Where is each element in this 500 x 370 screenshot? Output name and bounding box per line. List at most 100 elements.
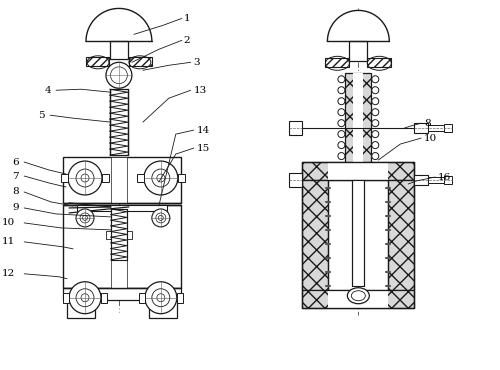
Circle shape <box>338 152 345 159</box>
Bar <box>302 180 328 290</box>
Circle shape <box>152 169 170 187</box>
Ellipse shape <box>352 291 366 301</box>
Circle shape <box>157 294 165 302</box>
Circle shape <box>372 120 379 127</box>
Circle shape <box>338 76 345 83</box>
Bar <box>129 57 152 66</box>
Bar <box>137 174 144 182</box>
Bar <box>177 293 183 303</box>
Text: 15: 15 <box>196 144 210 152</box>
Circle shape <box>372 98 379 105</box>
Polygon shape <box>328 10 390 41</box>
Bar <box>106 231 111 239</box>
Circle shape <box>106 62 132 88</box>
Bar <box>63 157 181 203</box>
Circle shape <box>372 76 379 83</box>
Text: 4: 4 <box>44 86 51 95</box>
Circle shape <box>156 213 166 223</box>
Bar <box>288 121 302 135</box>
Bar <box>368 58 392 67</box>
Text: 11: 11 <box>2 238 15 246</box>
Circle shape <box>68 161 102 195</box>
Text: 1: 1 <box>184 14 190 23</box>
Bar <box>139 293 145 303</box>
Bar <box>352 180 364 286</box>
Bar <box>350 41 368 61</box>
Bar <box>346 73 372 162</box>
Bar <box>354 73 364 162</box>
Bar <box>288 173 302 187</box>
Circle shape <box>338 120 345 127</box>
Text: 8: 8 <box>12 188 19 196</box>
Text: 6: 6 <box>12 158 19 166</box>
Circle shape <box>338 98 345 105</box>
Bar <box>102 174 109 182</box>
Circle shape <box>372 131 379 138</box>
Text: 8: 8 <box>424 119 431 128</box>
Bar <box>444 176 452 184</box>
Text: 3: 3 <box>193 58 200 67</box>
Bar <box>302 290 414 308</box>
Circle shape <box>80 213 90 223</box>
Bar <box>63 293 69 303</box>
Circle shape <box>372 87 379 94</box>
Bar <box>111 205 127 288</box>
Bar <box>67 300 95 318</box>
Circle shape <box>372 109 379 116</box>
Text: 12: 12 <box>2 269 15 278</box>
Bar <box>414 175 428 185</box>
Bar <box>61 174 68 182</box>
Circle shape <box>76 169 94 187</box>
Text: 16: 16 <box>438 172 452 182</box>
Bar <box>101 293 107 303</box>
Circle shape <box>152 289 170 307</box>
Bar <box>428 177 444 183</box>
Circle shape <box>152 209 170 227</box>
Bar <box>328 290 388 308</box>
Bar <box>428 125 444 131</box>
Bar <box>178 174 185 182</box>
Text: 14: 14 <box>196 126 210 135</box>
Circle shape <box>81 294 89 302</box>
Bar <box>328 162 388 180</box>
Text: 2: 2 <box>184 36 190 45</box>
Text: 7: 7 <box>12 172 19 181</box>
Bar <box>414 123 428 133</box>
Circle shape <box>69 282 101 314</box>
Bar <box>63 288 181 300</box>
Circle shape <box>338 142 345 149</box>
Circle shape <box>145 282 177 314</box>
Bar <box>63 205 181 288</box>
Circle shape <box>372 152 379 159</box>
Bar <box>444 124 452 132</box>
Bar <box>326 58 349 67</box>
Bar <box>110 89 128 155</box>
Bar <box>86 57 109 66</box>
Text: 5: 5 <box>38 111 45 120</box>
Circle shape <box>76 289 94 307</box>
Text: 10: 10 <box>424 134 438 142</box>
Ellipse shape <box>348 288 370 304</box>
Circle shape <box>157 174 165 182</box>
Circle shape <box>338 131 345 138</box>
Text: 10: 10 <box>2 218 15 228</box>
Circle shape <box>110 67 128 84</box>
Circle shape <box>76 209 94 227</box>
Bar <box>127 231 132 239</box>
Bar <box>111 209 127 260</box>
Bar <box>111 157 127 203</box>
Bar <box>302 162 414 180</box>
Circle shape <box>81 174 89 182</box>
Circle shape <box>144 161 178 195</box>
Circle shape <box>372 142 379 149</box>
Bar <box>149 300 177 318</box>
Circle shape <box>338 109 345 116</box>
Text: 13: 13 <box>194 86 207 95</box>
Circle shape <box>82 215 87 221</box>
Circle shape <box>338 87 345 94</box>
Bar <box>388 180 414 290</box>
Polygon shape <box>86 9 152 41</box>
Bar <box>110 41 128 59</box>
Text: 9: 9 <box>12 204 19 212</box>
Bar <box>77 205 167 211</box>
